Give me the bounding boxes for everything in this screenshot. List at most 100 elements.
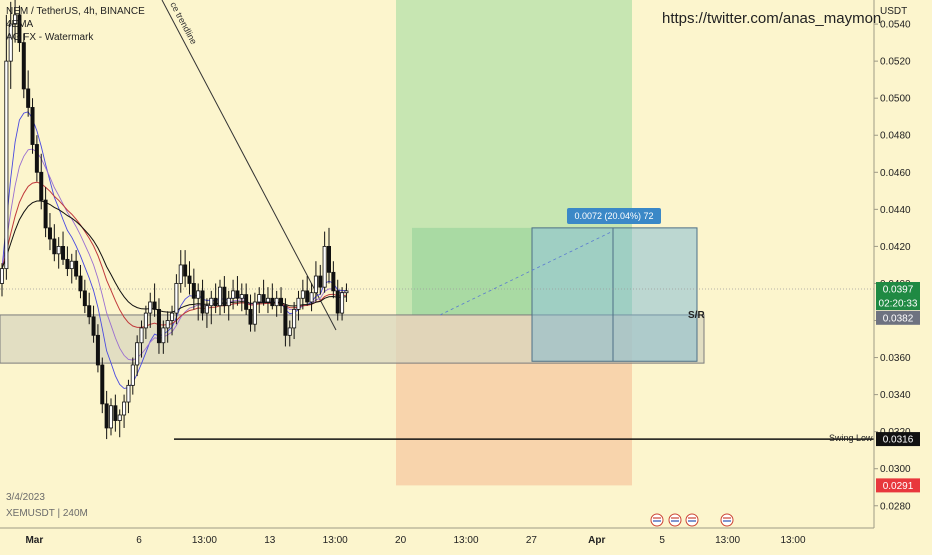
flag-circle: [668, 513, 682, 527]
time-tick-label: Apr: [588, 535, 605, 546]
candle: [326, 227, 331, 284]
candle: [113, 394, 118, 432]
candle: [82, 279, 87, 314]
candle-body: [209, 297, 214, 307]
candle: [239, 283, 244, 312]
candle-body: [39, 171, 44, 201]
time-tick-label: 13:00: [780, 535, 805, 546]
candle-body: [91, 316, 96, 336]
indicator-ema-label[interactable]: 4EMA: [6, 19, 34, 30]
time-tick-label: 13:00: [323, 535, 348, 546]
symbol-title[interactable]: NEM / TetherUS, 4h, BINANCE: [6, 6, 145, 17]
candle-body: [261, 294, 266, 303]
candle-body: [30, 107, 35, 145]
candle: [248, 294, 253, 332]
stop-badge: 0.0291: [883, 481, 914, 492]
time-tick-label: 13:00: [453, 535, 478, 546]
candle-body: [104, 403, 109, 429]
candle-body: [156, 308, 161, 344]
price-range-measure[interactable]: [531, 227, 698, 362]
time-tick-label: 6: [136, 535, 142, 546]
candle-body: [222, 286, 227, 307]
candle-body: [113, 405, 118, 421]
candle: [174, 274, 179, 325]
candle: [65, 246, 70, 277]
event-flag-icon[interactable]: [668, 513, 682, 527]
candle-body: [43, 199, 48, 229]
countdown-badge: 02:20:33: [879, 299, 918, 310]
ema-slow-line: [1, 181, 347, 328]
candle: [95, 324, 100, 373]
candle-body: [287, 327, 292, 336]
candle: [130, 357, 135, 395]
candle: [21, 33, 26, 99]
swing-low-badge-bg: [876, 432, 920, 447]
candle-body: [100, 364, 105, 405]
event-flag-icon[interactable]: [685, 513, 699, 527]
candle: [69, 253, 74, 284]
price-tick-label: 0.0500: [880, 94, 911, 105]
candle-body: [200, 290, 205, 314]
candle-body: [326, 245, 331, 273]
candle-body: [95, 334, 100, 366]
candle: [287, 320, 292, 347]
candle: [135, 335, 140, 377]
price-axis-unit: USDT: [880, 6, 907, 17]
event-flag-icon[interactable]: [720, 513, 734, 527]
time-tick-label: 5: [659, 535, 665, 546]
price-tick-label: 0.0460: [880, 168, 911, 179]
candle: [252, 292, 257, 332]
sr-zone[interactable]: [0, 314, 705, 364]
event-flag-icon[interactable]: [650, 513, 664, 527]
price-tick-label: 0.0540: [880, 20, 911, 31]
candle-body: [309, 292, 314, 303]
candle-body: [0, 268, 4, 284]
candle: [100, 357, 105, 414]
candle-body: [8, 23, 13, 62]
candle-body: [148, 301, 153, 314]
candle: [305, 276, 310, 306]
candle-body: [13, 14, 18, 25]
candle-body: [231, 290, 236, 299]
measure-diagonal: [439, 231, 613, 316]
candle-body: [305, 290, 310, 303]
symbol-stamp: XEMUSDT | 240M: [6, 508, 88, 519]
candle-body: [183, 264, 188, 277]
candle-body: [187, 275, 192, 284]
candle-body: [244, 294, 249, 310]
candle: [309, 283, 314, 312]
candle-body: [235, 290, 240, 299]
candle: [17, 5, 22, 52]
candle: [235, 276, 240, 306]
flag-circle: [650, 513, 664, 527]
swing-low-label: Swing Low: [829, 433, 873, 443]
candle-body: [344, 290, 349, 294]
candle-body: [17, 14, 22, 44]
candle-body: [174, 283, 179, 314]
time-tick-label: 13:00: [715, 535, 740, 546]
price-tick-label: 0.0300: [880, 464, 911, 475]
price-tick-label: 0.0360: [880, 353, 911, 364]
candle: [300, 279, 305, 310]
candle: [183, 250, 188, 288]
candle-body: [152, 301, 157, 310]
candle-body: [292, 308, 297, 329]
candle-body: [74, 260, 79, 277]
candle: [148, 292, 153, 328]
candle-body: [65, 258, 70, 270]
indicator-watermark-label[interactable]: AG FX - Watermark: [6, 32, 94, 43]
candle: [122, 394, 127, 428]
candle: [279, 287, 284, 314]
candle: [91, 305, 96, 343]
time-tick-label: 20: [395, 535, 407, 546]
candle-body: [340, 292, 345, 314]
candle: [340, 287, 345, 321]
resistance-trendline[interactable]: [161, 0, 337, 331]
price-tick-label: 0.0520: [880, 57, 911, 68]
stop-badge-bg: [876, 478, 920, 493]
candle: [4, 14, 9, 280]
candle-body: [252, 301, 257, 325]
candle: [109, 398, 114, 436]
